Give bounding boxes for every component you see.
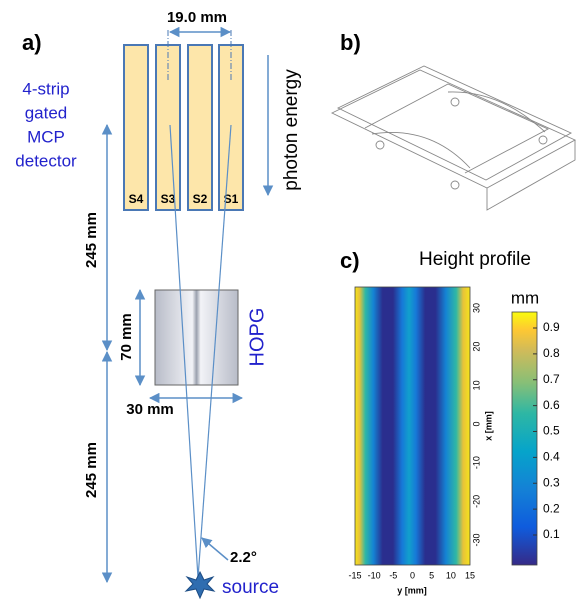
strip-spacing: 19.0 mm	[167, 9, 227, 26]
heatmap	[354, 286, 471, 566]
ray	[169, 124, 199, 579]
axis-label: x [mm]	[483, 411, 493, 441]
strip	[155, 44, 181, 211]
crystal-name: HOPG	[246, 308, 268, 367]
tick-label: -10	[471, 456, 481, 469]
colorbar-tick-label: 0.9	[543, 320, 560, 334]
source-label: source	[222, 577, 279, 598]
axis-label: y [mm]	[397, 585, 427, 595]
tick-label: 10	[471, 380, 481, 390]
distance: 245 mm	[83, 212, 100, 268]
detector: S4 S3 S2 S1	[123, 30, 244, 211]
colorbar-tick-label: 0.1	[543, 527, 560, 541]
detector-label: 4-strip gated MCP detector	[15, 79, 77, 170]
strip-label: S3	[161, 192, 176, 206]
strip	[187, 44, 213, 211]
angle: 2.2°	[230, 549, 257, 566]
tick-label: -30	[471, 533, 481, 546]
source-icon	[184, 570, 216, 600]
heatmap-title: Height profile	[419, 249, 531, 270]
strip	[123, 44, 149, 211]
panel-label: c)	[340, 248, 360, 273]
tick-label: 10	[446, 570, 456, 580]
text: 4-strip	[22, 79, 69, 98]
hopg-crystal	[154, 289, 239, 386]
tick-label: 30	[471, 303, 481, 313]
text: MCP	[27, 127, 65, 146]
tick-label: 0	[410, 570, 415, 580]
colorbar-tick-label: 0.6	[543, 398, 560, 412]
tick-label: 15	[465, 570, 475, 580]
text: gated	[25, 103, 68, 122]
distance: 245 mm	[83, 442, 100, 498]
tick-label: 5	[429, 570, 434, 580]
text: detector	[15, 151, 77, 170]
tick-label: 0	[471, 421, 481, 426]
mount-sketch	[330, 65, 577, 211]
panel-label: a)	[22, 30, 42, 55]
colorbar-tick-label: 0.2	[543, 501, 560, 515]
crystal-width: 30 mm	[126, 401, 174, 418]
panel-label: b)	[340, 30, 361, 55]
colorbar-tick-label: 0.7	[543, 372, 560, 386]
tick-label: -20	[471, 495, 481, 508]
strip-label: S4	[129, 192, 144, 206]
colorbar-tick-label: 0.5	[543, 424, 560, 438]
ray	[197, 124, 232, 579]
colorbar-tick-label: 0.3	[543, 475, 560, 489]
strip-label: S1	[224, 192, 239, 206]
tick-label: 20	[471, 342, 481, 352]
angle-arrow	[201, 537, 229, 561]
colorbar-unit: mm	[511, 288, 539, 307]
tick-label: -15	[348, 570, 361, 580]
colorbar	[511, 311, 538, 566]
tick-label: -5	[389, 570, 397, 580]
colorbar-tick-label: 0.4	[543, 450, 560, 464]
strip-label: S2	[193, 192, 208, 206]
tick-label: -10	[368, 570, 381, 580]
photon-energy: photon energy	[281, 69, 302, 191]
crystal-height: 70 mm	[118, 313, 135, 361]
colorbar-tick-label: 0.8	[543, 346, 560, 360]
